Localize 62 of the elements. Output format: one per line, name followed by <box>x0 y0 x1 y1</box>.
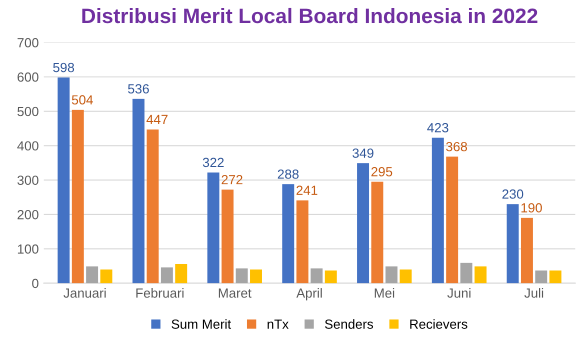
x-tick-label: Mei <box>374 288 394 298</box>
data-label: 322 <box>202 158 224 168</box>
x-tick-label: Juni <box>447 288 470 298</box>
legend-label: Sum Merit <box>172 319 232 329</box>
data-label: 504 <box>72 95 93 105</box>
x-tick-label: Juli <box>524 288 544 298</box>
y-tick-label: 500 <box>17 106 38 116</box>
data-label: 349 <box>352 148 374 158</box>
y-tick-label: 200 <box>18 210 38 220</box>
y-tick-label: 100 <box>18 244 38 254</box>
data-label: 272 <box>222 174 242 184</box>
data-label: 288 <box>278 169 299 179</box>
bar <box>385 266 398 284</box>
x-tick-label: Maret <box>218 288 252 298</box>
bar <box>549 270 562 284</box>
y-tick-label: 0 <box>32 278 38 288</box>
bar <box>207 172 220 284</box>
bar <box>146 129 159 284</box>
bar <box>535 270 548 284</box>
bar <box>86 266 98 284</box>
x-tick-label: Februari <box>136 288 184 298</box>
y-tick-label: 300 <box>17 176 38 185</box>
legend-label: Senders <box>324 319 374 329</box>
data-label: 241 <box>296 186 318 195</box>
data-label: 368 <box>446 142 468 152</box>
bar <box>282 184 294 284</box>
bar <box>100 269 112 284</box>
y-tick-label: 700 <box>18 38 38 48</box>
y-tick-label: 400 <box>17 141 38 151</box>
bar <box>222 190 234 284</box>
bar <box>175 264 188 284</box>
y-tick-label: 600 <box>18 72 38 82</box>
legend-label: nTx <box>268 320 289 329</box>
x-tick-label: April <box>296 288 322 300</box>
bar <box>474 266 487 284</box>
legend-label: Recievers <box>410 319 468 329</box>
bar <box>58 78 70 284</box>
bar <box>400 269 412 284</box>
data-label: 598 <box>53 62 74 72</box>
data-label: 447 <box>146 114 168 124</box>
bar <box>460 262 472 284</box>
bar <box>432 138 444 284</box>
bar <box>324 270 337 284</box>
bar <box>160 267 173 284</box>
chart-title: Distribusi Merit Local Board Indonesia in 2022 <box>82 8 538 24</box>
bar <box>296 200 308 284</box>
bar <box>371 182 384 284</box>
data-label: 295 <box>371 167 392 176</box>
bar <box>506 204 519 284</box>
data-label: 536 <box>128 84 149 94</box>
data-label: 423 <box>427 123 448 132</box>
bar <box>132 98 144 284</box>
data-label: 230 <box>502 189 524 199</box>
data-label: 190 <box>521 203 542 213</box>
bar <box>446 156 458 284</box>
x-tick-label: Januari <box>64 288 106 298</box>
bar <box>72 110 84 284</box>
bar <box>520 218 533 284</box>
bar <box>250 269 262 284</box>
bar <box>310 268 323 284</box>
bar <box>236 268 248 284</box>
bar <box>357 163 370 284</box>
